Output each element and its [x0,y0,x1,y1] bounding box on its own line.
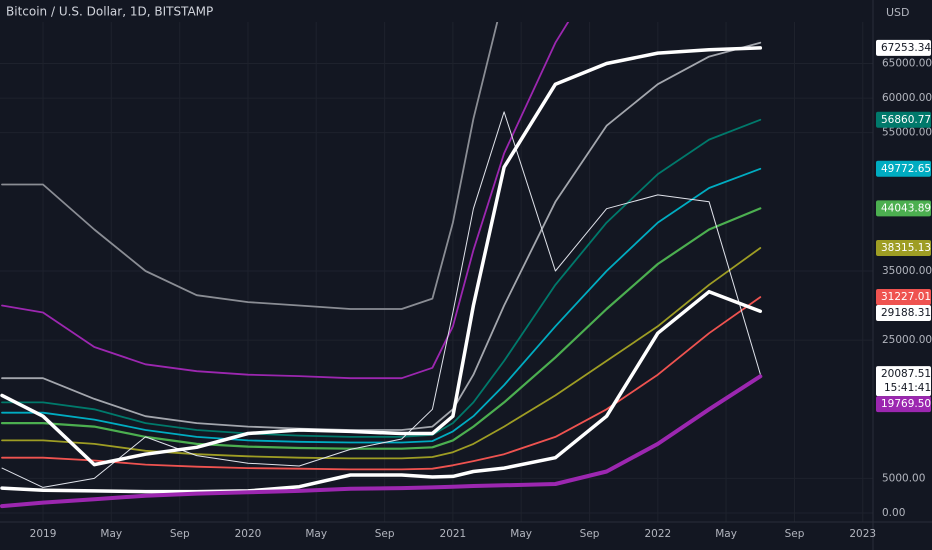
value-label-box [876,289,931,306]
value-label-box [876,39,931,56]
x-tick-label: 2022 [644,528,671,540]
y-tick-label: 65000.00 [882,57,932,69]
chart-title: Bitcoin / U.S. Dollar, 1D, BITSTAMP [6,5,213,19]
value-labels: 56860.77 49772.65 44043.89 38315.13 31227.01… [876,39,931,413]
y-tick-label: 55000.00 [882,127,932,139]
x-tick-label: Sep [580,528,600,540]
value-label: 19769.50 [881,398,931,410]
band-line [1,167,762,444]
x-tick-label: 2023 [849,528,876,540]
value-label: 44043.89 [881,202,931,214]
band-line [0,46,763,467]
y-tick-label: 35000.00 [882,265,932,277]
band-line [0,289,763,494]
x-tick-label: May [100,528,122,540]
band-line [1,247,762,460]
x-tick-label: 2021 [440,528,467,540]
price-line [1,111,761,488]
band-line [1,22,570,380]
y-tick-label: 25000.00 [882,334,932,346]
value-label-box [876,240,931,257]
value-label: 20087.51 [881,368,931,380]
value-label-box [876,396,931,413]
value-label-box [876,111,931,128]
y-tick-label: 0.00 [882,507,905,519]
band-line [0,207,762,450]
x-tick-label: May [510,528,532,540]
x-tick-label: May [305,528,327,540]
value-label: 56860.77 [881,114,931,126]
x-tick-label: 2020 [235,528,262,540]
value-label: 49772.65 [881,163,931,175]
value-label-box [876,160,931,177]
value-label: 31227.01 [881,291,931,303]
y-tick-label: 60000.00 [882,92,932,104]
x-tick-label: 2019 [30,528,57,540]
axes: 0.00 5000.00 25000.00 35000.00 55000.00 60000… [30,57,932,540]
value-label-box [876,305,931,322]
x-tick-label: Sep [375,528,395,540]
band-line [1,22,499,310]
y-tick-label: 5000.00 [882,472,925,484]
plot-area [0,22,763,509]
band-line [1,41,762,431]
value-label-box [876,200,931,217]
x-tick-label: May [715,528,737,540]
x-tick-label: Sep [170,528,190,540]
axis-unit: USD [886,6,910,19]
value-label: 67253.34 [881,42,931,54]
value-label: 38315.13 [881,242,931,254]
x-tick-label: Sep [785,528,805,540]
value-label-box [876,366,931,397]
value-label: 29188.31 [881,307,931,319]
band-line [0,374,763,509]
countdown: 15:41:41 [884,382,931,394]
band-line [1,118,762,438]
